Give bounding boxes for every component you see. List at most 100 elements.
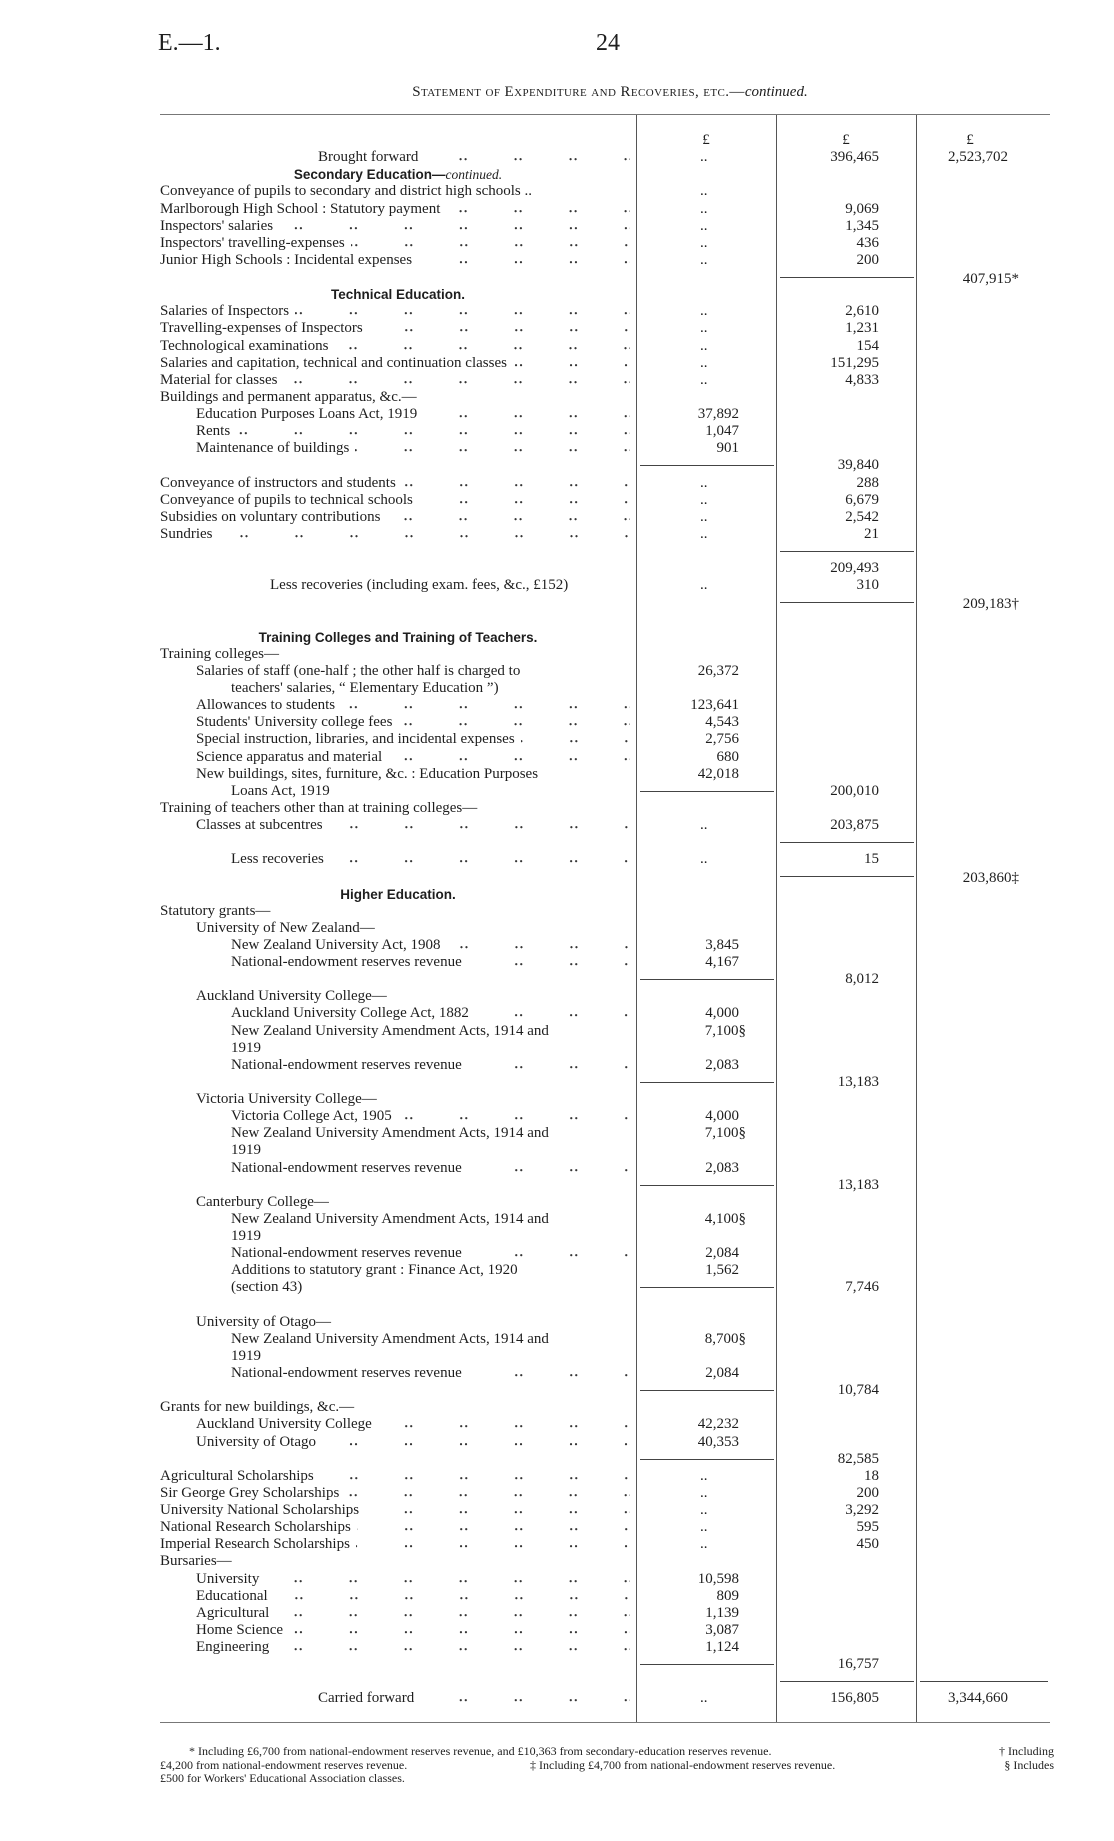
- table-row: [0, 1297, 1114, 1314]
- dot-leader: [386, 508, 630, 526]
- table-row: Auckland University College Act, 1882 4,0…: [0, 1005, 1114, 1023]
- table-row: University of New Zealand—: [0, 920, 1114, 937]
- row-label: National-endowment reserves revenue: [231, 1245, 630, 1263]
- row-label: National-endowment reserves revenue: [231, 954, 630, 972]
- row-label: Auckland University College—: [196, 988, 630, 1005]
- row-label: Science apparatus and material: [196, 748, 630, 766]
- table-row: Subsidies on voluntary contributions.. 2,…: [0, 508, 1114, 526]
- page-number: 24: [596, 30, 620, 56]
- amount-c2: 595: [856, 1519, 880, 1536]
- row-label-text: Training colleges—: [160, 645, 280, 662]
- row-label-text: Auckland University College: [196, 1416, 372, 1433]
- table-row: Brought forward.. 396,465 2,523,702: [0, 149, 1114, 167]
- table-row: Loans Act, 1919 200,010: [0, 783, 1114, 800]
- row-label-text: Loans Act, 1919: [231, 782, 330, 799]
- section-heading-text: Training Colleges and Training of Teache…: [258, 629, 538, 645]
- row-label-text: 1919: [231, 1347, 261, 1364]
- row-label-text: New Zealand University Amendment Acts, 1…: [231, 1022, 549, 1039]
- amount-c1: 3,087: [705, 1621, 739, 1638]
- table-row: Marlborough High School : Statutory paym…: [0, 200, 1114, 218]
- amount-c2: 13,183: [837, 1176, 879, 1193]
- footnote-section-end: £500 for Workers' Educational Associatio…: [160, 1771, 405, 1785]
- table-row: Sir George Grey Scholarships.. 200: [0, 1484, 1114, 1503]
- table-row: University National Scholarships.. 3,292: [0, 1502, 1114, 1520]
- amount-c2: 6,679: [845, 491, 879, 508]
- dot-leader: [474, 1005, 630, 1023]
- row-label-text: Bursaries—: [160, 1553, 232, 1570]
- dot-leader: [345, 1484, 630, 1503]
- row-label: Brought forward: [318, 149, 630, 167]
- row-label: Salaries of staff (one-half ; the other …: [196, 663, 630, 680]
- row-label-text: Junior High Schools : Incidental expense…: [160, 251, 413, 268]
- table-row: Canterbury College—: [0, 1194, 1114, 1211]
- subtotal-rule-c1: [640, 979, 774, 981]
- row-label-text: Inspectors' salaries: [160, 217, 274, 234]
- amount-c1: 7,100§: [704, 1022, 746, 1039]
- amount-c1: 40,353: [697, 1433, 739, 1450]
- row-label-text: University of New Zealand—: [196, 919, 375, 936]
- subtotal-rule-c1: [640, 1184, 774, 1186]
- row-label: Victoria University College—: [196, 1091, 630, 1108]
- title-text: Statement of Expenditure and Recoveries,…: [412, 84, 745, 100]
- dot-leader: [365, 1502, 630, 1520]
- amount-c1: 4,167: [705, 954, 739, 970]
- subtotal-rule-c1: [640, 1458, 774, 1460]
- subtotal-rule-c1: [640, 1287, 774, 1289]
- amount-c2: 396,465: [830, 149, 879, 166]
- amount-c2: 13,183: [837, 1073, 879, 1090]
- amount-c1: 10,598: [697, 1570, 739, 1587]
- row-label-text: Imperial Research Scholarships: [160, 1536, 350, 1553]
- dot-leader: [273, 1587, 630, 1605]
- row-label: University of Otago—: [196, 1314, 630, 1331]
- subtotal-rule-c1: [640, 1390, 774, 1392]
- amount-c2: 200: [856, 251, 880, 268]
- table-row: 8,012: [0, 971, 1114, 988]
- dot-leader: [319, 1467, 630, 1485]
- table-row: New buildings, sites, furniture, &c. : E…: [0, 766, 1114, 783]
- row-label: New Zealand University Amendment Acts, 1…: [231, 1125, 630, 1142]
- row-label-text: National-endowment reserves revenue: [231, 1245, 462, 1262]
- row-label: New Zealand University Amendment Acts, 1…: [231, 1211, 630, 1228]
- row-label: National-endowment reserves revenue: [231, 1159, 630, 1177]
- subtotal-rule-c3: [920, 1681, 1048, 1683]
- section-heading-continued: continued.: [445, 167, 503, 183]
- amount-c1: ..: [700, 303, 708, 320]
- column-divider-1: [636, 115, 637, 1723]
- table-row: 13,183: [0, 1074, 1114, 1091]
- row-label: Conveyance of pupils to secondary and di…: [160, 183, 630, 200]
- row-label: Agricultural: [196, 1604, 630, 1622]
- table-row: 1919: [0, 1348, 1114, 1365]
- subtotal-rule-c2: [780, 1681, 914, 1683]
- amount-c1: 26,372: [697, 662, 739, 679]
- row-label: National-endowment reserves revenue: [231, 1365, 630, 1383]
- row-label: New Zealand University Amendment Acts, 1…: [231, 1331, 630, 1348]
- dot-leader: [512, 354, 630, 372]
- section-heading-text: Technical Education.: [330, 287, 466, 303]
- statement-table: £ £ £ Brought forward.. 396,465 2,523,702 S…: [0, 132, 1114, 1708]
- amount-c2: 203,875: [830, 817, 879, 833]
- amount-c1: 1,562: [705, 1262, 739, 1279]
- table-row: Education Purposes Loans Act, 1919 37,892: [0, 406, 1114, 424]
- dot-leader: [355, 1536, 630, 1554]
- row-label-text: Canterbury College—: [196, 1193, 329, 1210]
- row-label: National Research Scholarships: [160, 1519, 630, 1537]
- row-label-text: Special instruction, libraries, and inci…: [196, 731, 515, 748]
- row-label-text: University: [196, 1570, 260, 1587]
- amount-c2: 154: [856, 337, 880, 354]
- footnote-section-start: § Includes: [1004, 1757, 1054, 1772]
- row-label: Junior High Schools : Incidental expense…: [160, 251, 630, 270]
- row-label: Training of teachers other than at train…: [160, 800, 630, 817]
- row-label: Marlborough High School : Statutory paym…: [160, 200, 630, 218]
- dot-leader: [520, 731, 630, 749]
- amount-c1: 2,084: [705, 1365, 739, 1381]
- amount-c1: 37,892: [697, 406, 739, 422]
- subtotal-rule-c1: [640, 790, 774, 792]
- row-label-text: National-endowment reserves revenue: [231, 1365, 462, 1381]
- row-label: teachers' salaries, “ Elementary Educati…: [231, 680, 630, 697]
- row-label: Victoria College Act, 1905: [231, 1108, 630, 1126]
- row-label: 1919: [231, 1228, 630, 1245]
- row-label-text: teachers' salaries, “ Elementary Educati…: [231, 680, 499, 696]
- dot-leader: [350, 234, 630, 252]
- dot-leader: [356, 1519, 630, 1537]
- row-label: Maintenance of buildings: [196, 440, 630, 458]
